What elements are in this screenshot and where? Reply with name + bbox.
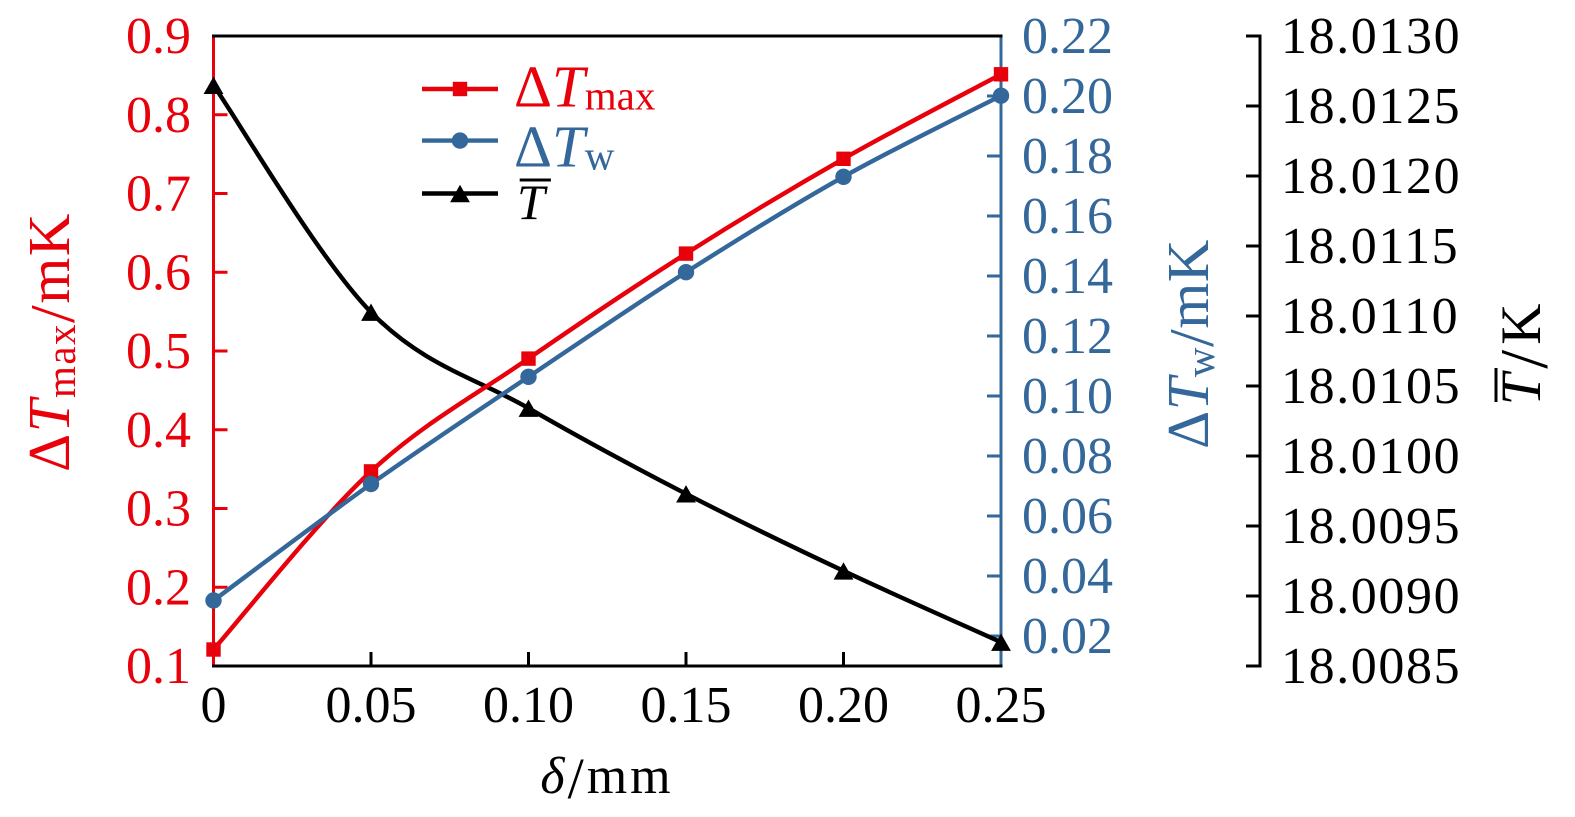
- svg-text:18.0120: 18.0120: [1281, 148, 1461, 205]
- svg-text:0.16: 0.16: [1022, 188, 1113, 245]
- svg-text:0.6: 0.6: [126, 244, 191, 301]
- svg-text:0.8: 0.8: [126, 87, 191, 144]
- svg-text:18.0115: 18.0115: [1281, 218, 1459, 275]
- svg-text:18.0085: 18.0085: [1281, 638, 1461, 695]
- svg-text:18.0095: 18.0095: [1281, 498, 1461, 555]
- svg-text:0.5: 0.5: [126, 323, 191, 380]
- svg-text:0.15: 0.15: [641, 677, 732, 734]
- svg-text:T/K: T/K: [1486, 299, 1562, 406]
- svg-text:0.10: 0.10: [1022, 368, 1113, 425]
- svg-text:0.1: 0.1: [126, 638, 191, 695]
- svg-text:18.0100: 18.0100: [1281, 428, 1461, 485]
- svg-text:0.4: 0.4: [126, 402, 191, 459]
- svg-text:0.04: 0.04: [1022, 548, 1113, 605]
- svg-text:0.20: 0.20: [798, 677, 889, 734]
- svg-text:18.0130: 18.0130: [1281, 8, 1461, 65]
- svg-text:18.0110: 18.0110: [1281, 288, 1459, 345]
- svg-text:0.20: 0.20: [1022, 68, 1113, 125]
- svg-text:0.02: 0.02: [1022, 608, 1113, 665]
- svg-text:0.25: 0.25: [956, 677, 1047, 734]
- svg-text:0.3: 0.3: [126, 481, 191, 538]
- svg-text:0.10: 0.10: [483, 677, 574, 734]
- svg-text:0.14: 0.14: [1022, 248, 1113, 305]
- svg-text:0.18: 0.18: [1022, 128, 1113, 185]
- svg-text:δ/mm: δ/mm: [540, 746, 673, 811]
- svg-text:ΔTw/mK: ΔTw/mK: [1155, 239, 1227, 449]
- svg-text:0.7: 0.7: [126, 166, 191, 223]
- svg-text:18.0125: 18.0125: [1281, 78, 1461, 135]
- svg-text:18.0105: 18.0105: [1281, 358, 1461, 415]
- svg-text:0.2: 0.2: [126, 560, 191, 617]
- svg-text:0.12: 0.12: [1022, 308, 1113, 365]
- svg-text:T: T: [517, 174, 548, 230]
- svg-text:0: 0: [201, 677, 227, 734]
- svg-text:18.0090: 18.0090: [1281, 568, 1461, 625]
- svg-text:0.22: 0.22: [1022, 8, 1113, 65]
- svg-text:0.08: 0.08: [1022, 428, 1113, 485]
- svg-text:0.05: 0.05: [326, 677, 417, 734]
- svg-text:0.06: 0.06: [1022, 488, 1113, 545]
- svg-text:0.9: 0.9: [126, 8, 191, 65]
